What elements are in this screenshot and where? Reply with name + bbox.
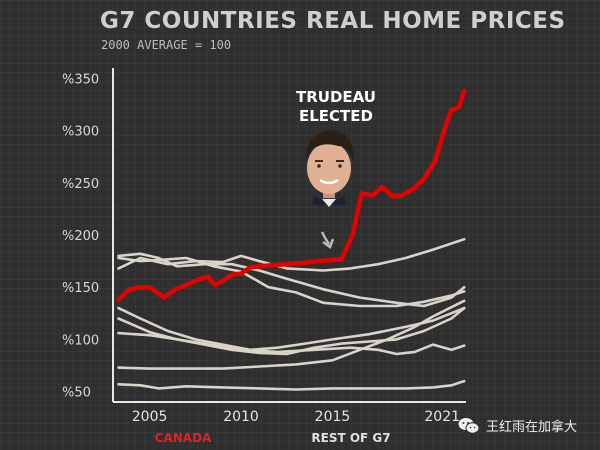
wechat-icon xyxy=(458,417,480,434)
y-tick-label: %350 xyxy=(62,72,99,87)
y-tick-label: %200 xyxy=(62,229,99,244)
chart-subtitle: 2000 AVERAGE = 100 xyxy=(101,38,232,52)
x-tick-label: 2015 xyxy=(315,409,351,425)
trudeau-annotation: TRUDEAU ELECTED xyxy=(296,88,376,249)
legend-canada: CANADA xyxy=(155,431,212,445)
canada-series xyxy=(116,88,467,302)
series-line-rest-of-g7 xyxy=(117,299,466,370)
watermark-text: 王红雨在加拿大 xyxy=(486,420,578,435)
annotation-line2: ELECTED xyxy=(299,107,373,125)
series-line-rest-of-g7 xyxy=(117,379,466,391)
y-tick-label: %250 xyxy=(62,177,99,192)
legend-rest-of-g7: REST OF G7 xyxy=(311,431,390,445)
series-line-rest-of-g7 xyxy=(117,306,466,352)
series-line-rest-of-g7 xyxy=(117,256,466,308)
y-tick-label: %50 xyxy=(62,386,91,401)
watermark: 王红雨在加拿大 xyxy=(458,416,577,435)
annotation-arrow xyxy=(320,231,335,249)
x-tick-label: 2005 xyxy=(132,409,168,425)
annotation-line1: TRUDEAU xyxy=(296,88,376,106)
x-tick-label: 2021 xyxy=(424,409,460,425)
trudeau-portrait xyxy=(305,130,354,207)
rest-of-g7-series xyxy=(117,237,466,391)
y-tick-label: %150 xyxy=(62,281,99,296)
series-line-canada xyxy=(116,88,467,302)
series-line-rest-of-g7 xyxy=(117,252,466,308)
series-line-rest-of-g7 xyxy=(117,331,466,356)
y-tick-label: %300 xyxy=(62,125,99,140)
x-tick-label: 2010 xyxy=(223,409,259,425)
y-axis-ticks: %50 %100 %150 %200 %250 %300 %350 xyxy=(62,72,99,400)
x-axis-ticks: 2005 2010 2015 2021 xyxy=(132,409,460,425)
axes xyxy=(112,68,466,403)
chart-title: G7 COUNTRIES REAL HOME PRICES xyxy=(100,8,566,34)
y-tick-label: %100 xyxy=(62,333,99,348)
